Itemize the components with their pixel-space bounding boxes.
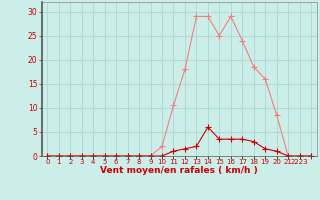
X-axis label: Vent moyen/en rafales ( km/h ): Vent moyen/en rafales ( km/h ) (100, 166, 258, 175)
